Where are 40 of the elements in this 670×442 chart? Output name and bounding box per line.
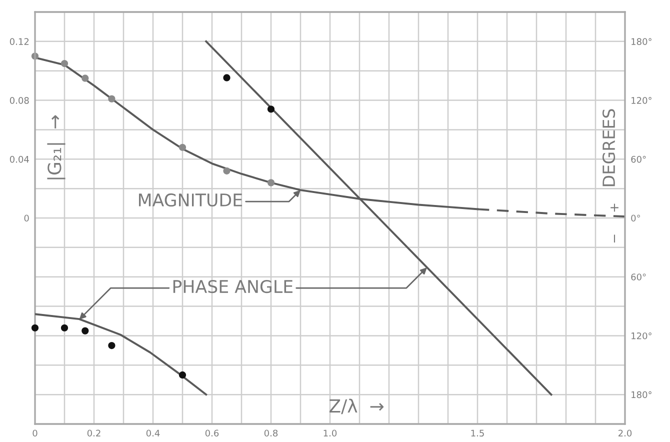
y-tick-label: 0.04 bbox=[10, 156, 29, 163]
point bbox=[267, 179, 275, 186]
y2-tick-label: 180° bbox=[632, 38, 652, 45]
y2-tick-label: 0° bbox=[631, 214, 640, 222]
point bbox=[82, 327, 89, 334]
y2-tick-label: 60° bbox=[631, 156, 646, 163]
x-tick-label: 1.5 bbox=[471, 430, 484, 437]
annotation: PHASE ANGLE bbox=[173, 280, 292, 294]
point bbox=[82, 74, 89, 82]
point bbox=[267, 106, 275, 113]
line-series bbox=[35, 313, 208, 396]
y-tick-label: 0 bbox=[24, 214, 29, 222]
y2-tick-label: 120° bbox=[632, 332, 652, 340]
point bbox=[60, 324, 68, 332]
annotation: + bbox=[610, 204, 618, 212]
x-tick-label: 0.6 bbox=[205, 430, 219, 437]
annotation: − bbox=[614, 234, 616, 243]
point bbox=[108, 95, 116, 102]
y-tick-label: 0.12 bbox=[10, 38, 29, 45]
x-axis-title: Z/λ → bbox=[329, 398, 384, 414]
point bbox=[108, 342, 116, 350]
point bbox=[31, 324, 39, 332]
y2-tick-label: 120° bbox=[632, 97, 652, 104]
y2-tick-label: 180° bbox=[632, 391, 652, 398]
y-axis-title: |G₂₁| → bbox=[47, 115, 66, 180]
point bbox=[223, 74, 230, 82]
x-tick-label: 0 bbox=[32, 430, 38, 437]
x-tick-label: 0.8 bbox=[264, 430, 278, 437]
y-tick-label: 0.08 bbox=[10, 97, 29, 104]
point bbox=[60, 60, 68, 68]
point bbox=[223, 167, 230, 174]
y2-axis-title: DEGREES bbox=[602, 109, 616, 186]
y2-tick-label: 60° bbox=[631, 274, 646, 280]
x-tick-label: 0.2 bbox=[87, 430, 100, 437]
point bbox=[178, 371, 186, 378]
x-tick-label: 2.0 bbox=[618, 430, 632, 437]
annotation: MAGNITUDE bbox=[138, 193, 242, 207]
x-tick-label: 0.4 bbox=[146, 430, 160, 437]
point bbox=[178, 144, 186, 151]
x-tick-label: 1.0 bbox=[324, 430, 337, 437]
